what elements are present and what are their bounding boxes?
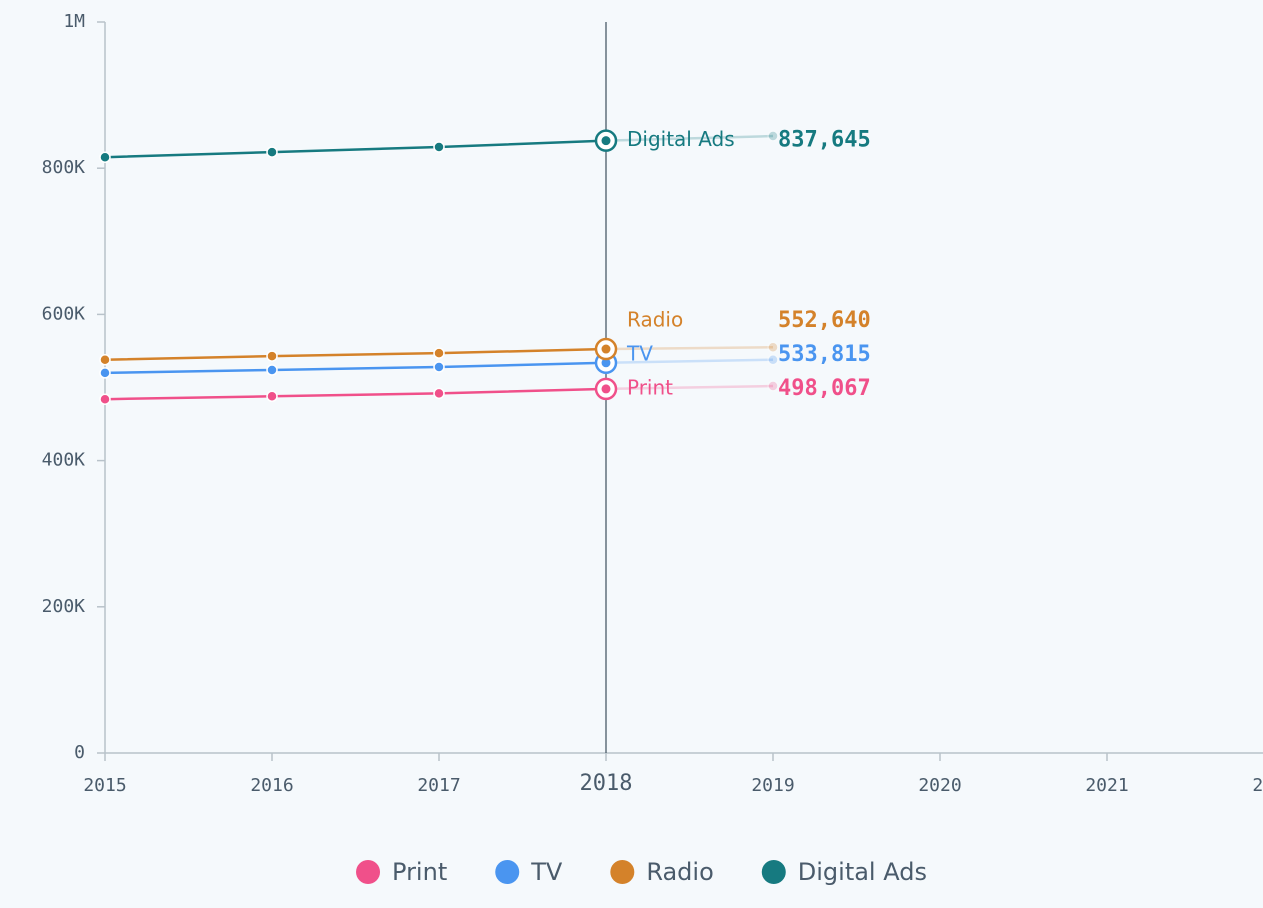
- legend-marker: [495, 860, 520, 884]
- x-tick-label: 2015: [83, 775, 126, 796]
- point: [266, 146, 278, 158]
- legend-label: Print: [392, 858, 447, 886]
- x-tick-label: 2018: [580, 771, 633, 796]
- x-tick-label: 2017: [417, 775, 460, 796]
- hover-value: 498,067: [778, 376, 871, 401]
- point: [266, 364, 278, 376]
- hover-dot: [601, 344, 611, 354]
- point: [433, 387, 445, 400]
- point: [433, 141, 445, 153]
- hover-name: Digital Ads: [627, 127, 735, 151]
- y-tick-label: 1M: [63, 11, 85, 32]
- point: [266, 390, 278, 403]
- point: [433, 347, 445, 359]
- hover-dot: [601, 136, 611, 146]
- point: [767, 353, 779, 366]
- hover-dot: [601, 358, 611, 368]
- hover-dot: [601, 384, 611, 394]
- point: [767, 130, 779, 142]
- legend-label: Digital Ads: [798, 858, 927, 886]
- y-tick-label: 600K: [42, 303, 86, 324]
- legend-label: Radio: [646, 858, 713, 886]
- point: [767, 380, 779, 392]
- y-tick-label: 400K: [42, 450, 86, 471]
- hover-value: 552,640: [778, 308, 871, 333]
- hover-name: Print: [627, 375, 673, 399]
- point: [767, 341, 779, 354]
- y-tick-label: 0: [74, 742, 85, 763]
- x-tick-label: 2020: [918, 775, 961, 796]
- legend-marker: [356, 860, 381, 884]
- legend-label: TV: [530, 858, 563, 886]
- point: [99, 367, 111, 379]
- hover-name: TV: [626, 341, 653, 365]
- x-tick-label: 2022: [1252, 775, 1263, 796]
- hover-name: Radio: [627, 307, 683, 331]
- legend-marker: [761, 860, 786, 884]
- point: [99, 151, 111, 163]
- x-tick-label: 2016: [250, 775, 293, 796]
- hover-value: 533,815: [778, 342, 871, 367]
- point: [99, 393, 111, 405]
- x-tick-label: 2021: [1085, 775, 1128, 796]
- hover-value: 837,645: [778, 128, 871, 153]
- point: [266, 350, 278, 362]
- x-tick-label: 2019: [751, 775, 794, 796]
- point: [433, 361, 445, 373]
- y-tick-label: 800K: [42, 157, 86, 178]
- point: [99, 353, 111, 366]
- legend-marker: [610, 860, 635, 884]
- y-tick-label: 200K: [42, 596, 86, 617]
